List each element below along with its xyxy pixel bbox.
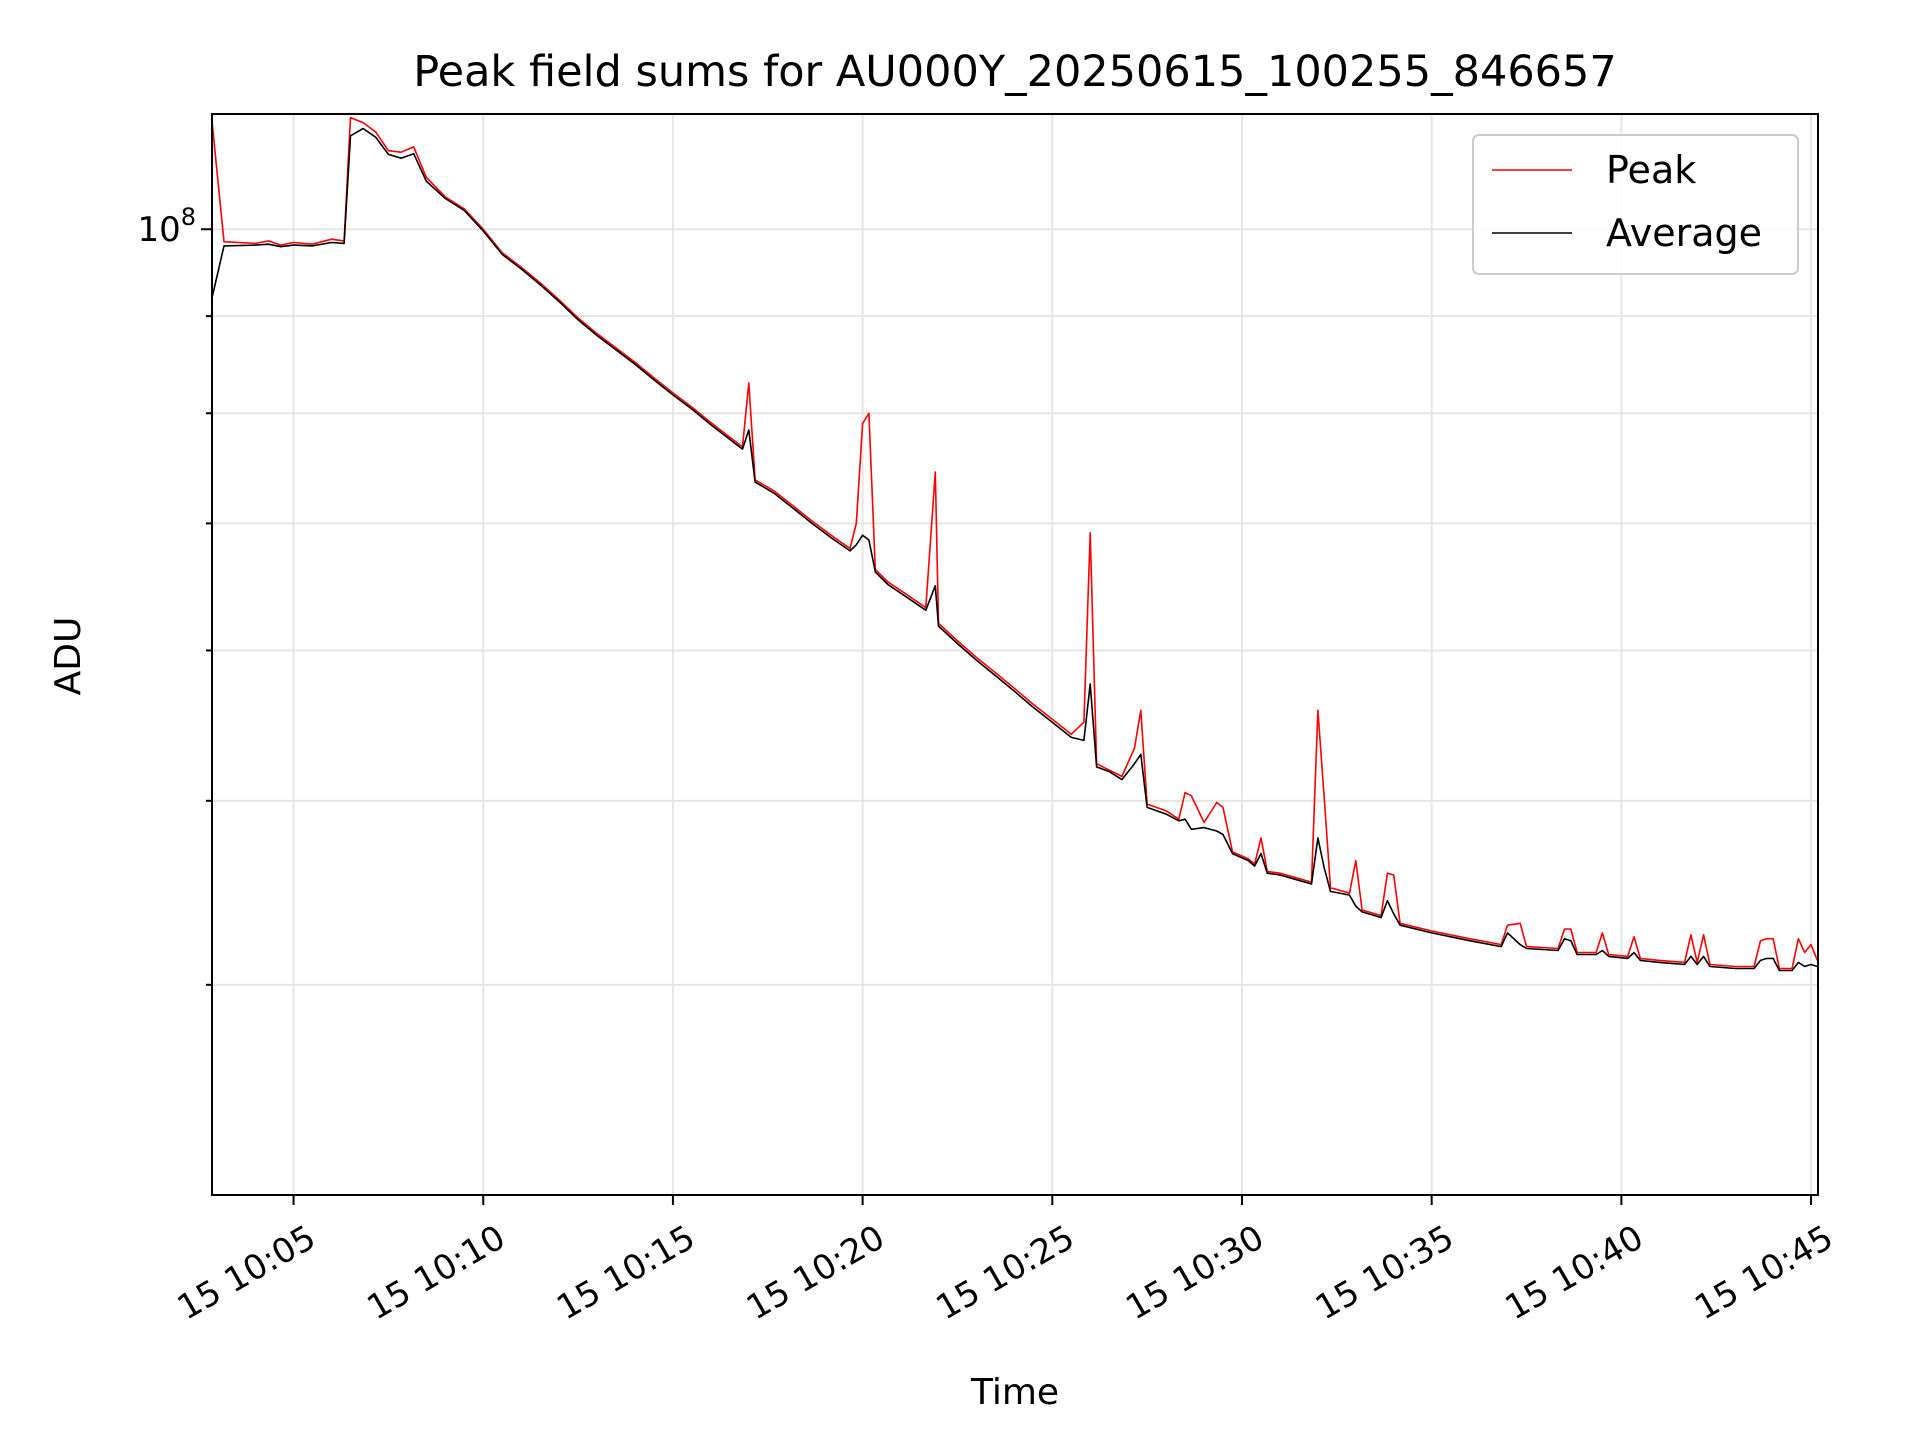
series-line-peak [212, 116, 1818, 970]
chart-title: Peak field sums for AU000Y_20250615_1002… [413, 47, 1617, 97]
x-tick-label: 15 10:05 [171, 1218, 323, 1329]
y-axis: 108 [137, 203, 212, 986]
plot-frame [211, 113, 1819, 1196]
series-line-average [212, 127, 1818, 972]
x-tick-label: 15 10:30 [1119, 1218, 1271, 1329]
x-tick-label: 15 10:25 [930, 1218, 1082, 1329]
y-tick-label: 108 [137, 203, 196, 250]
x-tick-label: 15 10:20 [740, 1218, 892, 1329]
legend-label-peak: Peak [1606, 148, 1696, 192]
legend: Peak Average [1472, 134, 1799, 275]
x-tick-label: 15 10:15 [550, 1218, 702, 1329]
y-axis-label: ADU [48, 617, 89, 696]
x-axis: 15 10:05 15 10:10 15 10:15 15 10:20 15 10:25… [171, 1195, 1840, 1328]
x-tick-label: 15 10:35 [1309, 1218, 1461, 1329]
x-axis-label: Time [970, 1372, 1059, 1413]
plot-area [212, 116, 1818, 972]
x-tick-label: 15 10:10 [360, 1218, 512, 1329]
x-tick-label: 15 10:45 [1688, 1218, 1840, 1329]
grid [212, 114, 1818, 1195]
x-tick-label: 15 10:40 [1499, 1218, 1651, 1329]
legend-label-average: Average [1606, 211, 1762, 255]
